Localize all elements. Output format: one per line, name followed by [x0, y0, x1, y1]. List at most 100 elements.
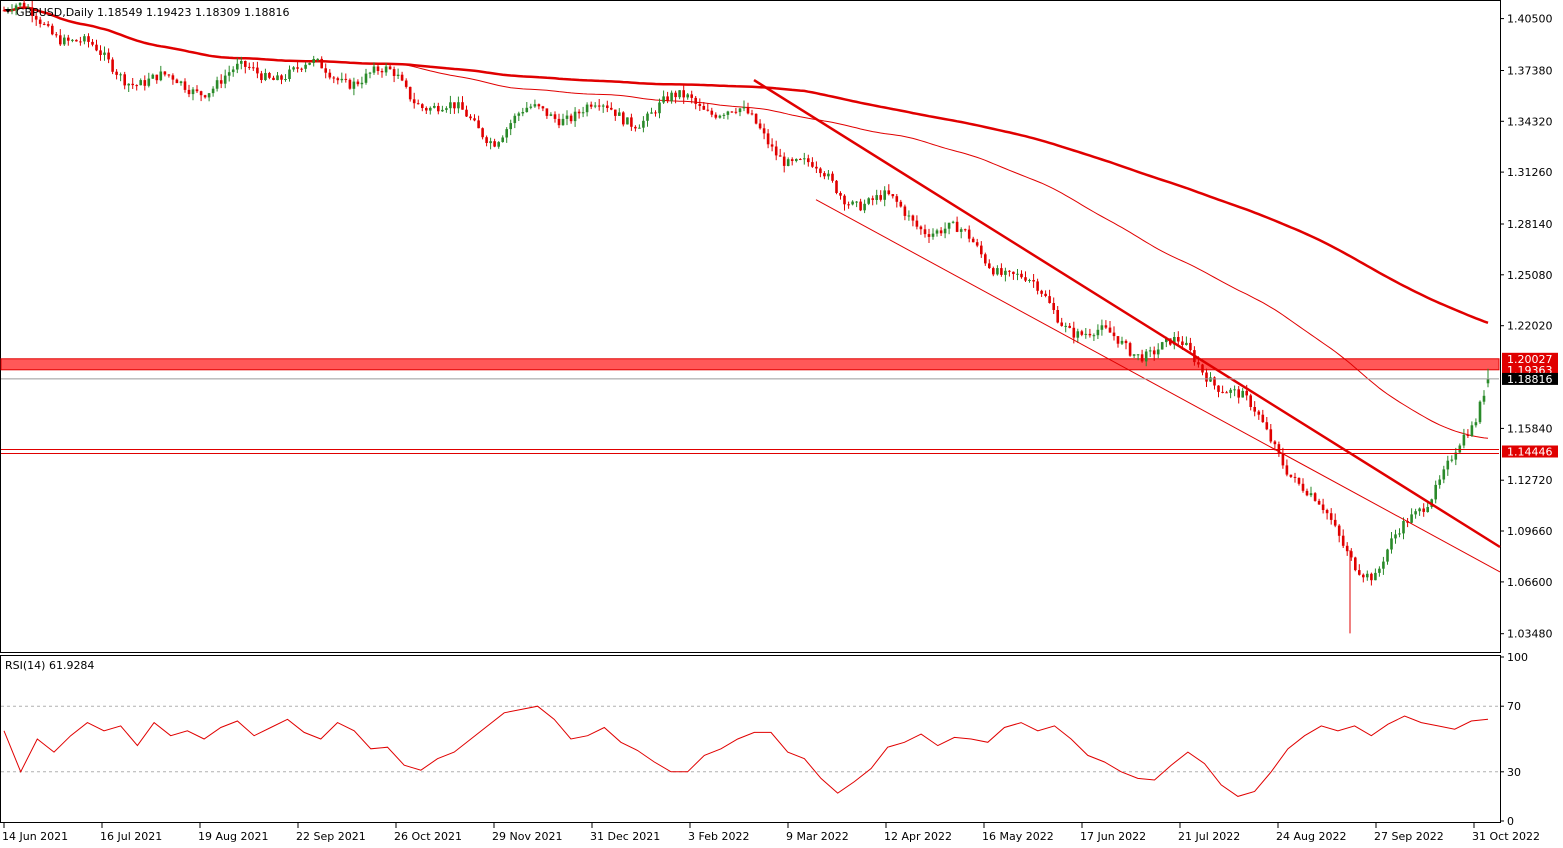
candle [79, 36, 82, 46]
candle [915, 215, 919, 230]
candle [280, 74, 283, 85]
candle [252, 62, 255, 71]
candle [867, 197, 870, 206]
price-axis: 1.40500 1.37380 1.34320 1.31260 1.28140 1.250… [1500, 13, 1553, 641]
candle [115, 69, 118, 80]
candle [899, 199, 903, 208]
candle [127, 83, 130, 92]
candle [1309, 486, 1313, 498]
price-tick: 1.34320 [1500, 115, 1553, 128]
candle [678, 90, 681, 100]
candle [807, 154, 810, 167]
candlesticks[interactable] [2, 0, 1490, 634]
candle [593, 102, 597, 109]
collapse-triangle-icon[interactable] [5, 9, 11, 13]
candle [1418, 507, 1421, 516]
downtrend-line-main[interactable] [753, 79, 1501, 549]
candle [1474, 418, 1478, 428]
candle [421, 103, 424, 112]
rsi-panel-frame [0, 655, 1501, 823]
candle [1060, 317, 1063, 327]
candle [517, 111, 521, 121]
candle [1156, 343, 1160, 359]
candle [967, 225, 971, 243]
candle [935, 228, 939, 237]
candle [312, 55, 315, 67]
candle [481, 127, 484, 140]
candle [819, 167, 822, 178]
candle [971, 236, 975, 243]
candle [501, 135, 504, 143]
candle [682, 84, 685, 104]
svg-text:1.40500: 1.40500 [1507, 13, 1553, 26]
time-tick: 22 Sep 2021 [296, 823, 366, 843]
candle [1132, 354, 1136, 358]
candle [630, 113, 633, 131]
candle [650, 107, 653, 114]
candle [1354, 556, 1357, 572]
candle [276, 72, 279, 81]
candle [513, 113, 517, 129]
candle [167, 74, 171, 78]
candle [1265, 417, 1269, 431]
candle [1040, 289, 1043, 297]
candle [646, 111, 649, 127]
candle [1241, 387, 1244, 398]
candle [292, 66, 295, 72]
time-tick: 27 Sep 2022 [1374, 823, 1444, 843]
svg-text:27 Sep 2022: 27 Sep 2022 [1374, 830, 1444, 843]
candle [634, 125, 637, 132]
price-tick: 1.25080 [1500, 269, 1553, 282]
time-tick: 31 Oct 2022 [1472, 823, 1540, 843]
candle [477, 115, 480, 129]
candle [702, 102, 706, 110]
candle [847, 201, 850, 209]
candle [521, 107, 525, 117]
candle [284, 74, 287, 82]
candle [59, 29, 62, 46]
candle [1020, 270, 1023, 279]
candle [360, 76, 364, 89]
candle [380, 68, 384, 78]
candle [1229, 387, 1232, 399]
svg-text:24 Aug 2022: 24 Aug 2022 [1276, 830, 1346, 843]
candle [790, 157, 794, 166]
candle [425, 106, 428, 114]
candle [799, 158, 802, 161]
candle [1124, 339, 1128, 350]
trendlines[interactable] [753, 79, 1501, 573]
candle [855, 201, 858, 208]
candle [248, 62, 251, 70]
candle [457, 96, 460, 114]
resistance-zone [0, 358, 1500, 371]
candle [1136, 354, 1140, 361]
candle [63, 34, 66, 46]
candle [1144, 349, 1148, 367]
candle [344, 73, 348, 83]
candle [505, 127, 508, 143]
rsi-tick: 30 [1500, 766, 1521, 779]
svg-text:31 Dec 2021: 31 Dec 2021 [590, 830, 660, 843]
candle [51, 23, 54, 36]
candle [823, 171, 826, 180]
candle [815, 161, 818, 173]
candle [46, 21, 50, 28]
candle [42, 22, 46, 26]
candle [107, 48, 110, 64]
candle [1358, 564, 1361, 576]
time-tick: 24 Aug 2022 [1276, 823, 1346, 843]
time-tick: 29 Nov 2021 [492, 823, 562, 843]
resistance-zone-rect[interactable] [0, 358, 1500, 371]
candle [211, 86, 215, 97]
candle [662, 90, 665, 104]
candle [1128, 341, 1132, 357]
downtrend-line-secondary[interactable] [815, 199, 1501, 573]
candle [1032, 274, 1035, 288]
candle [1253, 401, 1256, 417]
candle [316, 58, 319, 62]
candle [1028, 278, 1031, 283]
candle [207, 93, 211, 102]
svg-text:3 Feb 2022: 3 Feb 2022 [688, 830, 749, 843]
svg-text:0: 0 [1507, 815, 1514, 828]
